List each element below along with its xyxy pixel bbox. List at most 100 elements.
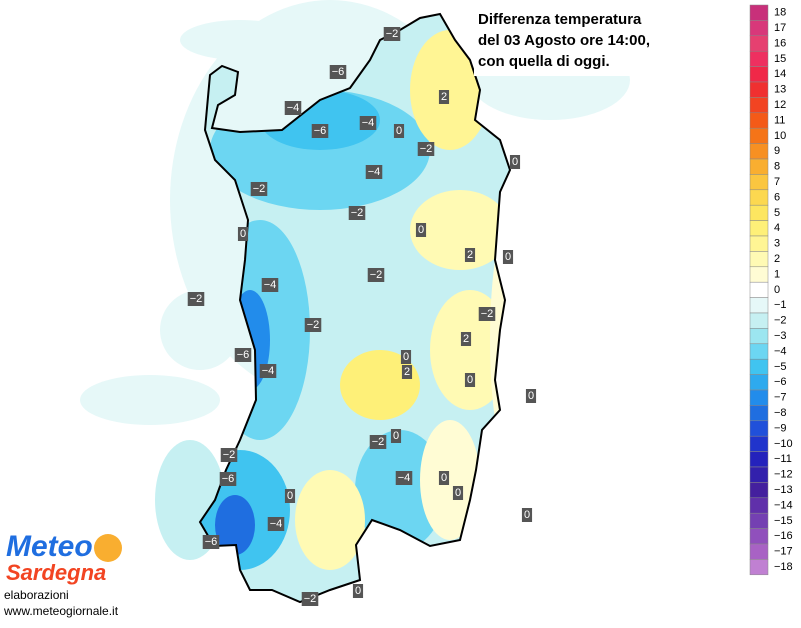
label-bg bbox=[452, 486, 464, 500]
legend-swatch bbox=[749, 35, 769, 52]
label-bg bbox=[352, 584, 364, 598]
label-bg bbox=[400, 350, 412, 364]
legend-swatch bbox=[749, 220, 769, 237]
contour-label: 0 bbox=[393, 430, 399, 442]
legend-label: 8 bbox=[774, 161, 780, 173]
legend-label: 0 bbox=[774, 284, 780, 296]
contour-label: −2 bbox=[372, 436, 385, 448]
contour-label: −4 bbox=[262, 365, 275, 377]
contour-label: −4 bbox=[368, 166, 381, 178]
legend-label: 5 bbox=[774, 207, 780, 219]
legend-swatch bbox=[749, 358, 769, 375]
title-line: con quella di oggi. bbox=[478, 53, 610, 70]
legend-label: −9 bbox=[774, 422, 787, 434]
contour-label: −2 bbox=[253, 183, 266, 195]
contour-label: −6 bbox=[314, 125, 327, 137]
contour-label: 0 bbox=[287, 490, 293, 502]
legend-label: 2 bbox=[774, 253, 780, 265]
label-bg bbox=[438, 471, 450, 485]
label-bg bbox=[187, 292, 205, 306]
logo-text: Sardegna bbox=[6, 560, 106, 585]
legend-swatch bbox=[749, 543, 769, 560]
contour-label: −4 bbox=[362, 117, 375, 129]
legend-swatch bbox=[749, 50, 769, 67]
label-bg bbox=[250, 182, 268, 196]
legend-label: −17 bbox=[774, 546, 793, 558]
label-bg bbox=[478, 307, 496, 321]
legend-label: −11 bbox=[774, 453, 792, 465]
label-bg bbox=[284, 489, 296, 503]
contour-label: −2 bbox=[307, 319, 320, 331]
legend-label: 14 bbox=[774, 68, 786, 80]
label-bg bbox=[460, 332, 472, 346]
legend-swatch bbox=[749, 189, 769, 206]
label-bg bbox=[284, 101, 302, 115]
legend-label: −5 bbox=[774, 361, 787, 373]
legend-swatch bbox=[749, 66, 769, 83]
label-bg bbox=[234, 348, 252, 362]
label-bg bbox=[329, 65, 347, 79]
label-bg bbox=[304, 318, 322, 332]
contour-label: −6 bbox=[237, 349, 250, 361]
label-bg bbox=[359, 116, 377, 130]
contour-label: −4 bbox=[398, 472, 411, 484]
label-bg bbox=[521, 508, 533, 522]
legend-swatch bbox=[749, 235, 769, 252]
legend-label: −16 bbox=[774, 530, 793, 542]
legend-swatch bbox=[749, 251, 769, 268]
label-bg bbox=[259, 364, 277, 378]
legend-swatch bbox=[749, 127, 769, 144]
legend-swatch bbox=[749, 389, 769, 406]
label-bg bbox=[393, 124, 405, 138]
legend-label: 7 bbox=[774, 176, 780, 188]
label-bg bbox=[367, 268, 385, 282]
contour-label: 0 bbox=[505, 251, 511, 263]
legend-swatch bbox=[749, 143, 769, 160]
legend-swatch bbox=[749, 312, 769, 329]
contour-label: −4 bbox=[270, 518, 283, 530]
legend-label: −14 bbox=[774, 499, 793, 511]
label-bg bbox=[237, 227, 249, 241]
contour-label: −2 bbox=[223, 449, 236, 461]
contour-label: −2 bbox=[190, 293, 203, 305]
legend-label: 3 bbox=[774, 238, 780, 250]
title-line: del 03 Agosto ore 14:00, bbox=[478, 32, 650, 49]
legend-label: 9 bbox=[774, 145, 780, 157]
label-bg bbox=[502, 250, 514, 264]
legend-label: −6 bbox=[774, 376, 787, 388]
legend-swatch bbox=[749, 482, 769, 499]
contour-label: 0 bbox=[240, 228, 246, 240]
contour-label: −6 bbox=[205, 536, 218, 548]
legend-swatch bbox=[749, 420, 769, 437]
contour-label: 0 bbox=[512, 156, 518, 168]
label-bg bbox=[390, 429, 402, 443]
legend-label: 13 bbox=[774, 84, 786, 96]
label-bg bbox=[348, 206, 366, 220]
contour-label: −6 bbox=[332, 66, 345, 78]
logo-box bbox=[0, 522, 145, 623]
legend-label: 12 bbox=[774, 99, 786, 111]
label-bg bbox=[383, 27, 401, 41]
contour-label: −2 bbox=[420, 143, 433, 155]
legend-swatch bbox=[749, 559, 769, 576]
legend-label: −8 bbox=[774, 407, 787, 419]
contour-label: −4 bbox=[287, 102, 300, 114]
contour-label: −2 bbox=[481, 308, 494, 320]
legend-swatch bbox=[749, 405, 769, 422]
legend-swatch bbox=[749, 297, 769, 314]
label-bg bbox=[301, 592, 319, 606]
legend-swatch bbox=[749, 343, 769, 360]
legend-swatch bbox=[749, 4, 769, 21]
legend-label: −7 bbox=[774, 392, 787, 404]
legend-swatch bbox=[749, 528, 769, 545]
legend-swatch bbox=[749, 266, 769, 283]
label-bg bbox=[415, 223, 427, 237]
title-box bbox=[474, 4, 682, 76]
credit: elaborazioni bbox=[4, 588, 69, 602]
legend-swatch bbox=[749, 497, 769, 514]
label-bg bbox=[311, 124, 329, 138]
legend-label: 17 bbox=[774, 22, 786, 34]
contour-label: −2 bbox=[370, 269, 383, 281]
